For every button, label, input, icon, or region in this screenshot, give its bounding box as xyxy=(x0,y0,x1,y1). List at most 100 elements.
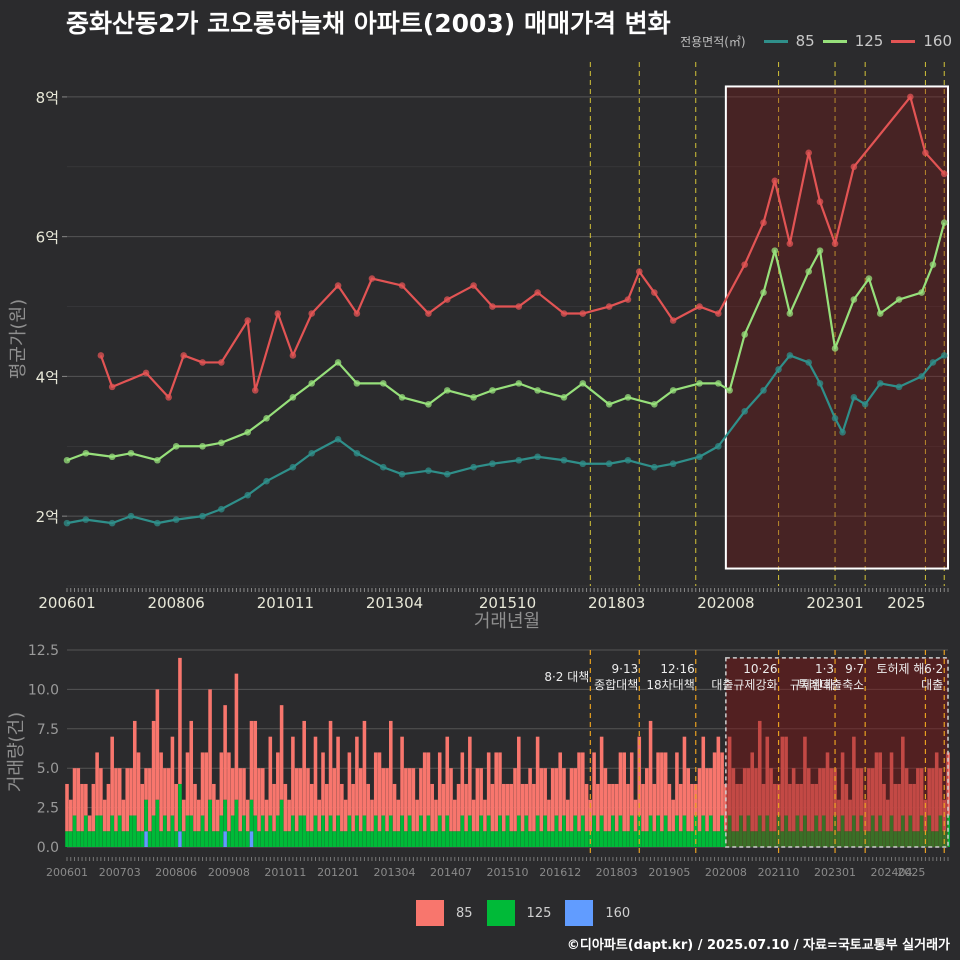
volume-bar-85 xyxy=(739,783,743,816)
volume-bar-125 xyxy=(509,831,514,847)
volume-bar-125 xyxy=(712,831,717,847)
volume-bar-125 xyxy=(65,831,69,847)
volume-bar-125 xyxy=(754,831,758,847)
volume-bar-85 xyxy=(325,783,329,832)
volume-bar-125 xyxy=(596,831,600,847)
volume-bar-125 xyxy=(701,815,706,847)
volume-legend-swatch-160 xyxy=(565,900,594,926)
volume-bar-125 xyxy=(321,815,325,847)
volume-bar-85 xyxy=(912,783,916,832)
volume-bar-85 xyxy=(276,752,280,816)
volume-bar-125 xyxy=(479,815,483,847)
volume-bar-125 xyxy=(727,815,732,847)
volume-bar-125 xyxy=(577,831,581,847)
volume-bar-85 xyxy=(882,783,886,832)
price-x-tick-label: 201803 xyxy=(588,594,645,612)
volume-bar-125 xyxy=(592,815,596,847)
volume-bar-125 xyxy=(215,831,220,847)
volume-bar-85 xyxy=(780,736,785,832)
volume-bar-125 xyxy=(788,831,792,847)
volume-bar-125 xyxy=(904,831,909,847)
volume-legend-item-125: 125 xyxy=(486,900,551,926)
volume-bar-85 xyxy=(294,768,299,832)
volume-bar-125 xyxy=(132,815,137,847)
volume-bar-125 xyxy=(773,831,777,847)
volume-bar-125 xyxy=(238,831,242,847)
volume-bar-85 xyxy=(106,783,111,832)
volume-bar-125 xyxy=(558,831,562,847)
volume-bar-85 xyxy=(91,783,96,832)
volume-bar-85 xyxy=(453,799,457,832)
volume-legend-item-85: 85 xyxy=(416,900,473,926)
volume-bar-85 xyxy=(889,752,894,816)
volume-bar-85 xyxy=(840,752,845,816)
volume-bar-125 xyxy=(746,815,751,847)
volume-bar-85 xyxy=(121,799,126,832)
volume-bar-85 xyxy=(178,657,182,784)
volume-x-tick-label: 2025 xyxy=(897,866,925,879)
volume-bar-125 xyxy=(486,815,491,847)
volume-bar-125 xyxy=(279,799,284,847)
volume-bar-125 xyxy=(468,815,472,847)
price-y-axis-label: 평균가(원) xyxy=(8,299,29,379)
volume-bar-85 xyxy=(283,783,288,832)
volume-bar-125 xyxy=(528,831,532,847)
volume-bar-85 xyxy=(599,736,604,816)
legend-label-160: 160 xyxy=(923,32,952,50)
volume-bar-85 xyxy=(257,768,261,832)
volume-bar-125 xyxy=(901,815,905,847)
price-y-tick-label: 6억 xyxy=(36,229,59,247)
volume-bar-85 xyxy=(340,783,344,832)
volume-bar-125 xyxy=(505,815,510,847)
volume-bar-125 xyxy=(498,815,502,847)
volume-bar-85 xyxy=(260,768,265,816)
volume-bar-125 xyxy=(565,831,570,847)
volume-bar-125 xyxy=(389,815,393,847)
policy-annotation: 10·26 xyxy=(743,662,777,676)
volume-bar-125 xyxy=(912,831,916,847)
volume-bar-125 xyxy=(449,831,453,847)
volume-bar-125 xyxy=(852,815,856,847)
volume-bar-125 xyxy=(490,831,495,847)
volume-bar-85 xyxy=(268,736,273,816)
legend-item-85: 85 xyxy=(763,32,815,50)
volume-bar-85 xyxy=(437,752,442,816)
volume-bar-85 xyxy=(264,799,269,832)
legend-swatch-85 xyxy=(763,39,788,43)
volume-bar-85 xyxy=(321,752,325,816)
volume-bar-125 xyxy=(136,831,141,847)
volume-bar-125 xyxy=(117,815,122,847)
volume-bar-125 xyxy=(547,831,551,847)
price-y-tick-label: 8억 xyxy=(36,89,59,107)
volume-bar-160 xyxy=(178,831,182,847)
volume-bar-125 xyxy=(370,831,374,847)
volume-bar-125 xyxy=(407,815,412,847)
volume-bar-125 xyxy=(675,815,679,847)
volume-bar-85 xyxy=(520,783,525,832)
volume-bar-125 xyxy=(306,831,310,847)
volume-bar-125 xyxy=(125,831,130,847)
volume-bar-85 xyxy=(309,783,314,832)
volume-bar-125 xyxy=(885,831,890,847)
volume-bar-125 xyxy=(735,831,739,847)
volume-legend-label-160: 160 xyxy=(605,905,631,921)
volume-bar-125 xyxy=(471,831,476,847)
volume-bar-125 xyxy=(196,831,201,847)
volume-bar-85 xyxy=(95,752,99,816)
volume-bar-125 xyxy=(893,831,898,847)
volume-bar-125 xyxy=(426,815,431,847)
volume-bar-125 xyxy=(829,831,834,847)
volume-bar-85 xyxy=(404,768,408,832)
volume-bar-125 xyxy=(264,831,269,847)
volume-bar-85 xyxy=(245,799,250,832)
volume-x-tick-label: 200806 xyxy=(155,866,197,879)
volume-bar-125 xyxy=(667,831,672,847)
volume-bar-125 xyxy=(550,831,555,847)
volume-bar-85 xyxy=(622,752,626,832)
volume-bar-85 xyxy=(102,799,107,832)
volume-bar-85 xyxy=(411,768,416,832)
volume-bar-125 xyxy=(581,815,585,847)
volume-bar-85 xyxy=(475,768,480,832)
legend-swatch-125 xyxy=(822,39,847,43)
volume-bar-125 xyxy=(652,831,657,847)
